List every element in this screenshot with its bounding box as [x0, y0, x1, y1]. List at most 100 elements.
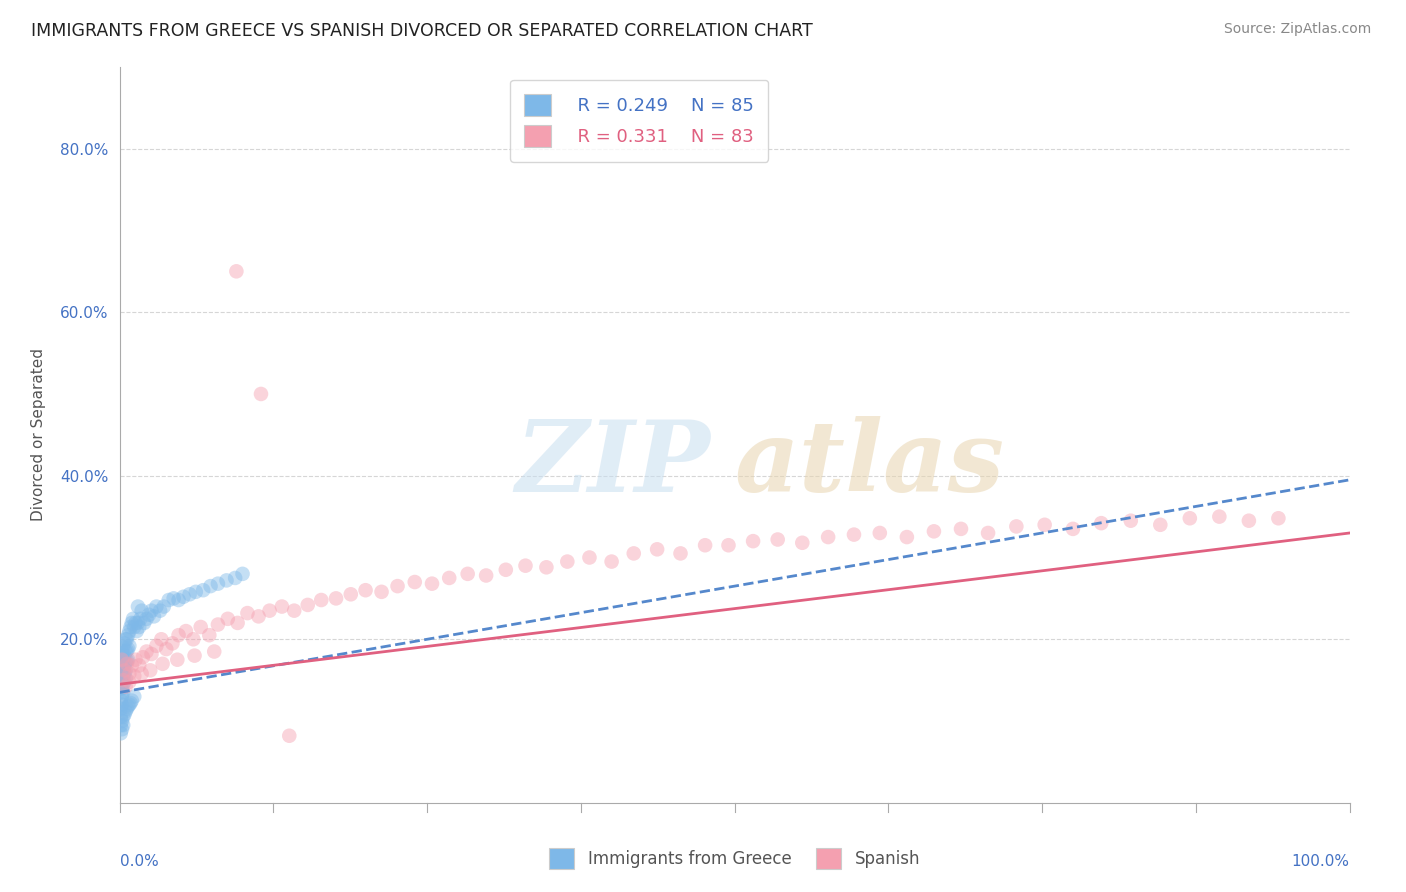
- Point: [215, 574, 238, 588]
- Point: [717, 538, 740, 552]
- Point: [167, 628, 190, 642]
- Point: [114, 664, 136, 678]
- Point: [1090, 516, 1112, 530]
- Point: [118, 666, 141, 681]
- Point: [226, 615, 249, 630]
- Point: [1267, 511, 1289, 525]
- Point: [669, 546, 692, 560]
- Point: [110, 718, 132, 732]
- Point: [128, 620, 150, 634]
- Point: [112, 653, 135, 667]
- Point: [121, 693, 143, 707]
- Point: [157, 593, 180, 607]
- Point: [132, 650, 155, 665]
- Point: [167, 593, 190, 607]
- Point: [111, 723, 134, 737]
- Point: [111, 673, 134, 687]
- Point: [118, 624, 141, 639]
- Point: [135, 644, 157, 658]
- Point: [132, 615, 156, 630]
- Point: [110, 685, 132, 699]
- Point: [174, 624, 197, 639]
- Point: [495, 563, 517, 577]
- Point: [1149, 517, 1171, 532]
- Point: [163, 591, 186, 606]
- Point: [225, 264, 247, 278]
- Point: [742, 534, 765, 549]
- Point: [124, 653, 146, 667]
- Point: [278, 729, 301, 743]
- Point: [112, 640, 135, 655]
- Point: [124, 615, 146, 630]
- Point: [114, 672, 136, 686]
- Point: [149, 604, 172, 618]
- Point: [115, 644, 138, 658]
- Point: [578, 550, 600, 565]
- Point: [114, 655, 136, 669]
- Point: [112, 661, 135, 675]
- Point: [117, 642, 139, 657]
- Point: [224, 571, 246, 585]
- Point: [114, 636, 135, 650]
- Point: [1178, 511, 1201, 525]
- Point: [117, 628, 139, 642]
- Point: [1033, 517, 1056, 532]
- Point: [141, 604, 163, 618]
- Point: [922, 524, 945, 539]
- Text: atlas: atlas: [734, 416, 1005, 513]
- Point: [270, 599, 294, 614]
- Point: [766, 533, 789, 547]
- Point: [111, 698, 134, 712]
- Point: [202, 644, 225, 658]
- Point: [200, 579, 222, 593]
- Point: [110, 677, 132, 691]
- Point: [115, 702, 138, 716]
- Point: [1005, 519, 1028, 533]
- Point: [557, 555, 579, 569]
- Point: [110, 661, 132, 675]
- Point: [114, 674, 135, 689]
- Point: [153, 599, 174, 614]
- Point: [111, 653, 134, 667]
- Point: [439, 571, 461, 585]
- Point: [184, 585, 207, 599]
- Text: Source: ZipAtlas.com: Source: ZipAtlas.com: [1223, 22, 1371, 37]
- Point: [475, 568, 498, 582]
- Point: [1237, 514, 1260, 528]
- Point: [515, 558, 537, 573]
- Point: [110, 726, 132, 740]
- Point: [114, 658, 135, 673]
- Point: [600, 555, 623, 569]
- Point: [112, 669, 135, 683]
- Point: [1208, 509, 1230, 524]
- Point: [115, 657, 138, 671]
- Point: [325, 591, 347, 606]
- Point: [166, 653, 188, 667]
- Point: [114, 680, 136, 694]
- Point: [124, 690, 146, 704]
- Point: [110, 693, 132, 707]
- Point: [283, 604, 305, 618]
- Point: [162, 636, 184, 650]
- Point: [138, 607, 160, 622]
- Point: [1062, 522, 1084, 536]
- Point: [110, 710, 132, 724]
- Point: [354, 583, 377, 598]
- Point: [111, 714, 134, 728]
- Point: [124, 669, 146, 683]
- Point: [118, 698, 141, 712]
- Point: [118, 639, 141, 653]
- Point: [236, 606, 259, 620]
- Point: [155, 642, 177, 657]
- Legend: Immigrants from Greece, Spanish: Immigrants from Greece, Spanish: [543, 842, 927, 875]
- Point: [114, 704, 136, 718]
- Point: [183, 632, 205, 647]
- Point: [340, 587, 363, 601]
- Point: [309, 593, 333, 607]
- Point: [217, 612, 239, 626]
- Point: [183, 648, 205, 663]
- Point: [1119, 514, 1142, 528]
- Point: [112, 677, 135, 691]
- Point: [977, 525, 1000, 540]
- Point: [112, 710, 135, 724]
